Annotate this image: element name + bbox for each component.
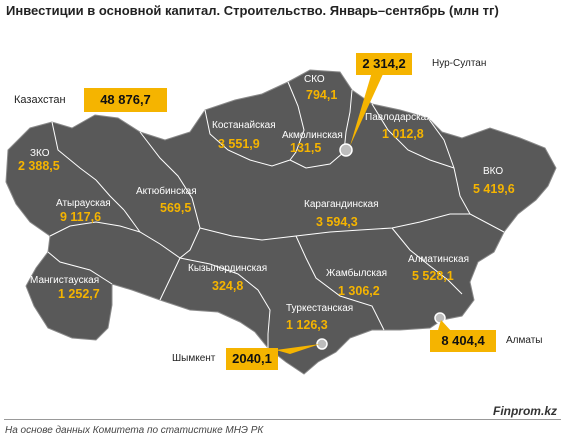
region-name-mangystau: Мангистауская [30,275,99,286]
region-value-karaganda: 3 594,3 [316,215,358,229]
region-value-atyrau: 9 117,6 [60,210,101,224]
nur-sultan-value-box: 2 314,2 [356,53,412,75]
shymkent-value-box: 2040,1 [226,348,278,370]
nur-sultan-label: Нур-Султан [432,58,487,69]
region-name-kostanay: Костанайская [212,120,276,131]
country-outline [5,69,557,375]
region-value-kyzylorda: 324,8 [212,279,243,293]
footer-divider [4,419,561,420]
region-name-kyzylorda: Кызылординская [188,263,267,274]
region-value-zhambyl: 1 306,2 [338,284,380,298]
region-borders [47,81,505,348]
region-value-almaty-obl: 5 528,1 [412,269,454,283]
region-name-vko: ВКО [483,166,503,177]
region-value-turkestan: 1 126,3 [286,318,328,332]
region-name-atyrau: Атырауская [56,198,111,209]
almaty-label: Алматы [506,335,543,346]
region-name-turkestan: Туркестанская [286,303,353,314]
region-value-pavlodar: 1 012,8 [382,127,424,141]
source-note: На основе данных Комитета по статистике … [5,425,264,436]
chart-title: Инвестиции в основной капитал. Строитель… [6,3,499,18]
region-name-aktobe: Актюбинская [136,185,197,197]
region-name-karaganda: Карагандинская [304,199,379,210]
shymkent-pointer [276,344,320,354]
country-total-box: 48 876,7 [84,88,167,112]
shymkent-label: Шымкент [172,353,216,364]
almaty-marker [434,312,446,324]
region-name-sko: СКО [304,74,325,85]
region-value-mangystau: 1 252,7 [58,287,100,301]
region-value-zko: 2 388,5 [18,159,60,173]
brand-logo: Finprom.kz [492,404,557,418]
region-value-kostanay: 3 551,9 [218,137,260,151]
region-value-akmola: 131,5 [290,141,321,155]
country-label: Казахстан [14,94,66,106]
region-name-almaty-obl: Алматинская [408,254,469,265]
region-name-zhambyl: Жамбылская [326,267,387,279]
region-name-zko: ЗКО [30,148,50,159]
shymkent-marker [316,338,328,350]
region-name-pavlodar: Павлодарская [365,112,432,123]
nur-sultan-pointer [350,72,384,146]
region-value-sko: 794,1 [306,88,337,102]
almaty-pointer [438,320,452,332]
region-name-akmola: Акмолинская [282,130,343,141]
region-value-vko: 5 419,6 [473,182,515,196]
almaty-value-box: 8 404,4 [430,330,496,352]
region-value-aktobe: 569,5 [160,201,191,215]
nur-sultan-marker [339,143,353,157]
